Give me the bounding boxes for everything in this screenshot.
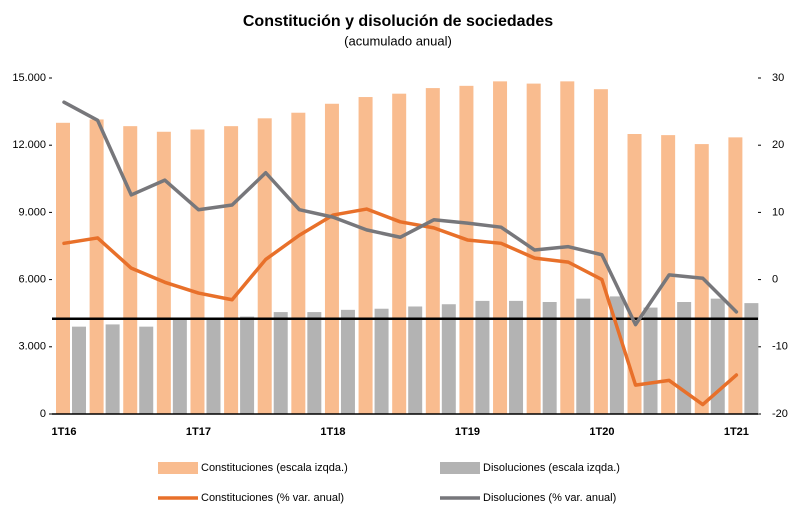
bar — [206, 318, 221, 414]
legend-label: Constituciones (% var. anual) — [201, 492, 344, 504]
y2-tick-label: -10 — [772, 341, 788, 353]
legend-label: Disoluciones (% var. anual) — [483, 492, 616, 504]
bar — [190, 129, 205, 414]
bar — [459, 85, 474, 414]
legend-label: Disoluciones (escala izqda.) — [483, 462, 620, 474]
y2-tick-label: -20 — [772, 408, 788, 420]
y-tick-label: 3.000 — [18, 341, 46, 353]
y-tick-label: 0 — [40, 408, 46, 420]
bar — [172, 319, 187, 414]
bar — [441, 304, 456, 414]
bar — [627, 134, 642, 414]
bar — [56, 122, 70, 415]
bar — [72, 326, 86, 414]
bar — [156, 131, 171, 414]
y-tick-label: 12.000 — [12, 139, 46, 151]
bar — [291, 112, 306, 414]
bar — [509, 300, 524, 414]
x-tick-label: 1T21 — [724, 426, 749, 438]
bar — [307, 312, 322, 414]
bar — [340, 309, 355, 414]
x-tick-label: 1T19 — [455, 426, 480, 438]
bar — [374, 308, 389, 414]
bar — [139, 326, 154, 414]
bar — [475, 300, 490, 414]
x-tick-label: 1T16 — [51, 426, 76, 438]
bar — [240, 316, 255, 414]
bar — [576, 298, 591, 414]
bar — [123, 126, 138, 414]
line-series — [62, 100, 739, 327]
bar — [493, 81, 508, 415]
bar — [105, 324, 120, 414]
bar — [643, 307, 658, 414]
bar — [609, 296, 624, 414]
bar — [542, 302, 557, 414]
bar — [728, 137, 743, 415]
bar — [677, 302, 692, 414]
chart-subtitle: (acumulado anual) — [344, 33, 452, 48]
y-tick-label: 15.000 — [12, 72, 46, 84]
chart-title: Constitución y disolución de sociedades — [243, 13, 553, 30]
y-tick-label: 6.000 — [18, 274, 46, 286]
y2-tick-label: 30 — [772, 72, 784, 84]
bar — [273, 312, 288, 414]
bar — [408, 306, 423, 414]
bar — [392, 93, 407, 415]
line-series — [62, 207, 739, 407]
bar — [744, 303, 759, 414]
legend-swatch — [158, 462, 198, 474]
bar — [710, 298, 725, 414]
x-tick-label: 1T18 — [320, 426, 345, 438]
y2-tick-label: 20 — [772, 139, 784, 151]
bar — [425, 88, 440, 414]
bar — [257, 118, 272, 414]
bar — [224, 126, 239, 414]
legend-label: Constituciones (escala izqda.) — [201, 462, 348, 474]
bar — [89, 119, 104, 414]
x-tick-label: 1T17 — [186, 426, 211, 438]
legend-swatch — [440, 462, 480, 474]
bar — [324, 103, 339, 414]
y-tick-label: 9.000 — [18, 206, 46, 218]
bar — [358, 97, 373, 414]
bar — [593, 89, 608, 414]
y2-tick-label: 10 — [772, 206, 784, 218]
x-tick-label: 1T20 — [589, 426, 614, 438]
y2-tick-label: 0 — [772, 274, 778, 286]
